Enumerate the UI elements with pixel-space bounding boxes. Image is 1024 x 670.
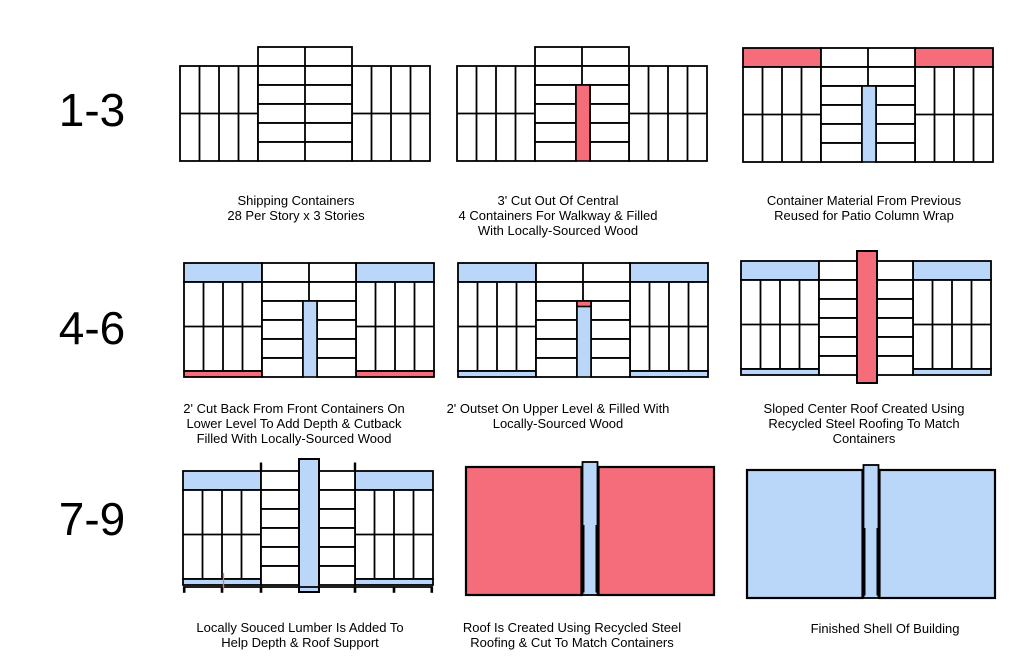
diagram-shipping-containers xyxy=(179,46,431,162)
caption-step-8: Roof Is Created Using Recycled Steel Roo… xyxy=(462,620,682,650)
diagram-patio-column-wrap xyxy=(742,47,994,163)
diagram-lumber-roof-support xyxy=(182,458,434,593)
diagram-sloped-center-roof xyxy=(740,250,992,384)
diagram-finished-shell xyxy=(745,464,997,600)
caption-step-3: Container Material From Previous Reused … xyxy=(766,193,962,223)
row-label-steps-4-6: 4-6 xyxy=(58,302,126,354)
caption-step-7: Locally Souced Lumber Is Added To Help D… xyxy=(196,620,404,650)
caption-step-6: Sloped Center Roof Created Using Recycle… xyxy=(763,401,965,446)
row-label-steps-1-3: 1-3 xyxy=(58,84,126,136)
diagram-upper-level-outset xyxy=(457,262,709,378)
caption-step-2: 3' Cut Out Of Central 4 Containers For W… xyxy=(458,193,658,238)
caption-step-9: Finished Shell Of Building xyxy=(810,621,960,636)
row-label-steps-7-9: 7-9 xyxy=(58,493,126,545)
diagram-central-walkway-cutout xyxy=(456,46,708,162)
caption-step-4: 2' Cut Back From Front Containers On Low… xyxy=(183,401,405,446)
caption-step-5: 2' Outset On Upper Level & Filled With L… xyxy=(446,401,670,431)
diagram-recycled-steel-roof xyxy=(464,461,716,597)
diagram-lower-level-cutback xyxy=(183,262,435,378)
caption-step-1: Shipping Containers 28 Per Story x 3 Sto… xyxy=(227,193,365,223)
